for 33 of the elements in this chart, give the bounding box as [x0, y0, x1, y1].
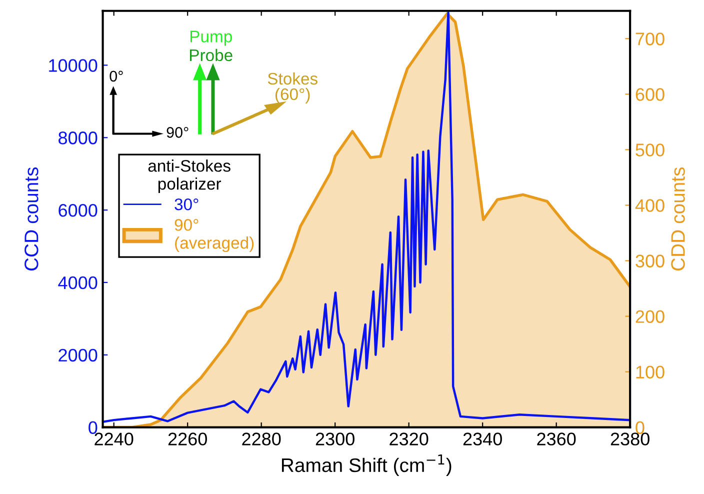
y-tick-label: 10000 [49, 59, 98, 72]
annotation: 90° [166, 127, 188, 138]
legend-label: 30° [174, 198, 198, 210]
x-axis-title: Raman Shift (cm$^{−1}$) [282, 454, 452, 476]
y-tick-label: 2000 [58, 348, 98, 362]
y-tick-label: 8000 [58, 132, 98, 144]
y-tick-label: 6000 [58, 204, 98, 217]
y2-tick-label: 100 [636, 366, 664, 379]
y-tick-label: 4000 [58, 276, 98, 290]
x-tick-label: 2280 [242, 432, 281, 446]
x-tick-label: 2340 [463, 432, 502, 446]
y-tick-label: 0 [88, 421, 98, 434]
annotation: Probe [190, 48, 232, 62]
x-tick-label: 2260 [168, 432, 207, 446]
y2-tick-label: 0 [636, 421, 644, 434]
x-tick-label: 2360 [537, 432, 576, 446]
annotation: Stokes (60°) [268, 72, 318, 104]
annotation: 0° [110, 70, 123, 82]
y2-tick-label: 200 [636, 310, 664, 323]
y2-axis-title: CDD counts [671, 167, 685, 271]
y2-tick-label: 600 [636, 88, 664, 101]
y-axis-title: CCD counts [24, 167, 38, 271]
y2-tick-label: 700 [636, 32, 664, 46]
x-tick-label: 2240 [94, 432, 134, 446]
y2-tick-label: 300 [636, 254, 664, 268]
y2-tick-label: 500 [636, 144, 664, 156]
y2-tick-label: 400 [635, 199, 664, 212]
legend-label: 90° (averaged) [174, 219, 254, 252]
x-tick-label: 2380 [610, 432, 650, 446]
legend-title: anti-Stokes polarizer [148, 160, 230, 194]
x-tick-label: 2300 [316, 432, 354, 446]
annotation: Pump [190, 30, 232, 46]
x-tick-label: 2320 [390, 432, 428, 446]
